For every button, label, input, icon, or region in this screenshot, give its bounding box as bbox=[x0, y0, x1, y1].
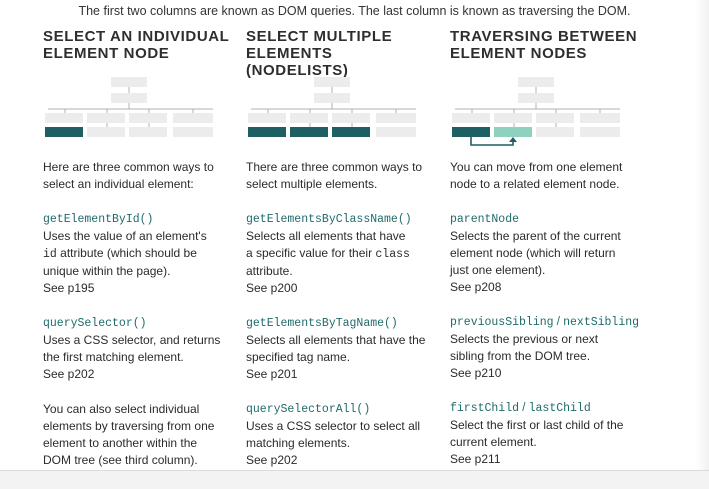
method-name: firstChild / lastChild bbox=[450, 402, 591, 415]
column-heading: TRAVERSING BETWEEN ELEMENT NODES bbox=[450, 28, 638, 62]
page-reference: See p201 bbox=[246, 367, 298, 381]
column-heading: SELECT AN INDIVIDUAL ELEMENT NODE bbox=[43, 28, 230, 62]
page-reference: See p211 bbox=[450, 452, 501, 466]
column-description: Here are three common ways to select an … bbox=[43, 160, 214, 191]
page-reference: See p195 bbox=[43, 281, 95, 295]
column-multiple: SELECT MULTIPLE ELEMENTS (NODELISTS) The… bbox=[246, 28, 436, 469]
page-reference: See p208 bbox=[450, 280, 502, 294]
dom-tree-diagram bbox=[45, 77, 213, 137]
method-name: getElementsByTagName() bbox=[246, 317, 398, 330]
page-reference: See p202 bbox=[246, 453, 298, 467]
dom-tree-diagram bbox=[248, 77, 416, 137]
page-reference: See p202 bbox=[43, 367, 95, 381]
page-bottom-strip bbox=[0, 470, 709, 489]
method-entry: querySelectorAll() Uses a CSS selector t… bbox=[246, 401, 436, 469]
column-description: You can move from one element node to a … bbox=[450, 160, 623, 191]
method-name: querySelectorAll() bbox=[246, 403, 371, 416]
page-reference: See p210 bbox=[450, 366, 502, 380]
intro-text: The first two columns are known as DOM q… bbox=[78, 4, 631, 18]
page-reference: See p200 bbox=[246, 281, 298, 295]
method-name: previousSibling / nextSibling bbox=[450, 316, 640, 329]
method-entry: querySelector() Uses a CSS selector, and… bbox=[43, 315, 233, 383]
method-name: querySelector() bbox=[43, 317, 147, 330]
method-entry: parentNode Selects the parent of the cur… bbox=[450, 211, 650, 296]
column-traversing: TRAVERSING BETWEEN ELEMENT NODES You can… bbox=[450, 28, 650, 468]
method-name: parentNode bbox=[450, 213, 520, 226]
page-edge-shadow bbox=[695, 0, 709, 470]
method-entry: getElementsByClassName() Selects all ele… bbox=[246, 211, 436, 297]
column-description: There are three common ways to select mu… bbox=[246, 160, 423, 191]
dom-tree-diagram bbox=[452, 77, 620, 146]
method-entry: getElementsByTagName() Selects all eleme… bbox=[246, 315, 436, 383]
column-heading: SELECT MULTIPLE ELEMENTS (NODELISTS) bbox=[246, 28, 393, 79]
column-individual: SELECT AN INDIVIDUAL ELEMENT NODE Here a… bbox=[43, 28, 233, 469]
method-entry: getElementById() Uses the value of an el… bbox=[43, 211, 233, 297]
method-name: getElementsByClassName() bbox=[246, 213, 412, 226]
method-entry: previousSibling / nextSibling Selects th… bbox=[450, 314, 650, 382]
method-name: getElementById() bbox=[43, 213, 154, 226]
method-entry: firstChild / lastChild Select the first … bbox=[450, 400, 650, 468]
traversal-note: You can also select individual elements … bbox=[43, 402, 215, 467]
